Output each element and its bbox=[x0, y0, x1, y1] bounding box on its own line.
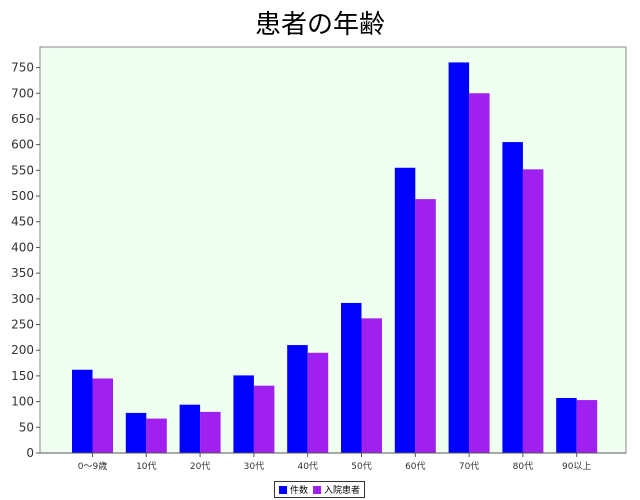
bar bbox=[146, 418, 167, 453]
legend-swatch-count bbox=[279, 485, 287, 494]
y-tick-label: 200 bbox=[11, 343, 34, 357]
bar bbox=[200, 411, 221, 453]
y-tick-label: 750 bbox=[11, 61, 34, 75]
bar bbox=[72, 369, 93, 453]
bar bbox=[253, 385, 275, 453]
bar bbox=[576, 400, 598, 453]
y-tick-label: 50 bbox=[19, 420, 34, 434]
bar bbox=[179, 404, 201, 453]
legend-label-inpatient: 入院患者 bbox=[324, 486, 361, 496]
legend-label-count: 件数 bbox=[290, 486, 309, 496]
y-tick-label: 400 bbox=[11, 240, 34, 254]
legend: 件数 入院患者 bbox=[274, 481, 366, 498]
bar bbox=[394, 167, 416, 453]
x-tick-label: 10代 bbox=[136, 461, 156, 472]
legend-swatch-inpatient bbox=[313, 485, 322, 494]
bar bbox=[556, 398, 577, 453]
bar bbox=[341, 302, 362, 453]
bar bbox=[361, 318, 382, 453]
bar bbox=[307, 352, 329, 453]
bar bbox=[92, 378, 113, 453]
x-tick-label: 0〜9歳 bbox=[78, 460, 107, 472]
legend-item-inpatient: 入院患者 bbox=[313, 483, 360, 496]
x-tick-label: 80代 bbox=[513, 461, 533, 472]
x-tick-label: 90以上 bbox=[562, 461, 591, 472]
bars bbox=[72, 62, 598, 454]
x-tick-label: 60代 bbox=[405, 461, 425, 472]
y-tick-label: 600 bbox=[11, 138, 34, 152]
bar bbox=[233, 375, 254, 453]
x-axis: 0〜9歳 10代 20代 30代 40代 50代 60代 70代 80代 90以上 bbox=[78, 453, 591, 472]
chart-title: 患者の年齢 bbox=[254, 10, 385, 40]
y-tick-label: 250 bbox=[11, 318, 34, 332]
bar bbox=[415, 199, 436, 453]
y-tick-label: 100 bbox=[11, 395, 34, 409]
y-tick-label: 350 bbox=[11, 266, 34, 280]
legend-item-count: 件数 bbox=[279, 483, 308, 496]
x-tick-label: 40代 bbox=[297, 461, 317, 472]
bar bbox=[469, 93, 490, 453]
x-tick-label: 50代 bbox=[351, 461, 371, 472]
y-tick-label: 500 bbox=[11, 189, 34, 203]
y-tick-label: 550 bbox=[11, 163, 34, 177]
y-tick-label: 150 bbox=[11, 369, 34, 383]
bar bbox=[502, 142, 523, 454]
y-tick-label: 700 bbox=[11, 86, 34, 100]
y-tick-label: 450 bbox=[11, 215, 34, 229]
bar bbox=[125, 412, 147, 453]
y-tick-label: 300 bbox=[11, 292, 34, 306]
bar bbox=[448, 62, 470, 453]
y-tick-label: 0 bbox=[26, 446, 34, 460]
x-tick-label: 70代 bbox=[459, 461, 479, 472]
bar bbox=[522, 169, 544, 454]
x-tick-label: 30代 bbox=[244, 461, 264, 472]
bar bbox=[287, 345, 308, 453]
y-tick-label: 650 bbox=[11, 112, 34, 126]
y-axis: 0 50 100 150 200 250 300 350 400 450 500 550 600 650 7… bbox=[11, 61, 40, 460]
x-tick-label: 20代 bbox=[190, 461, 210, 472]
